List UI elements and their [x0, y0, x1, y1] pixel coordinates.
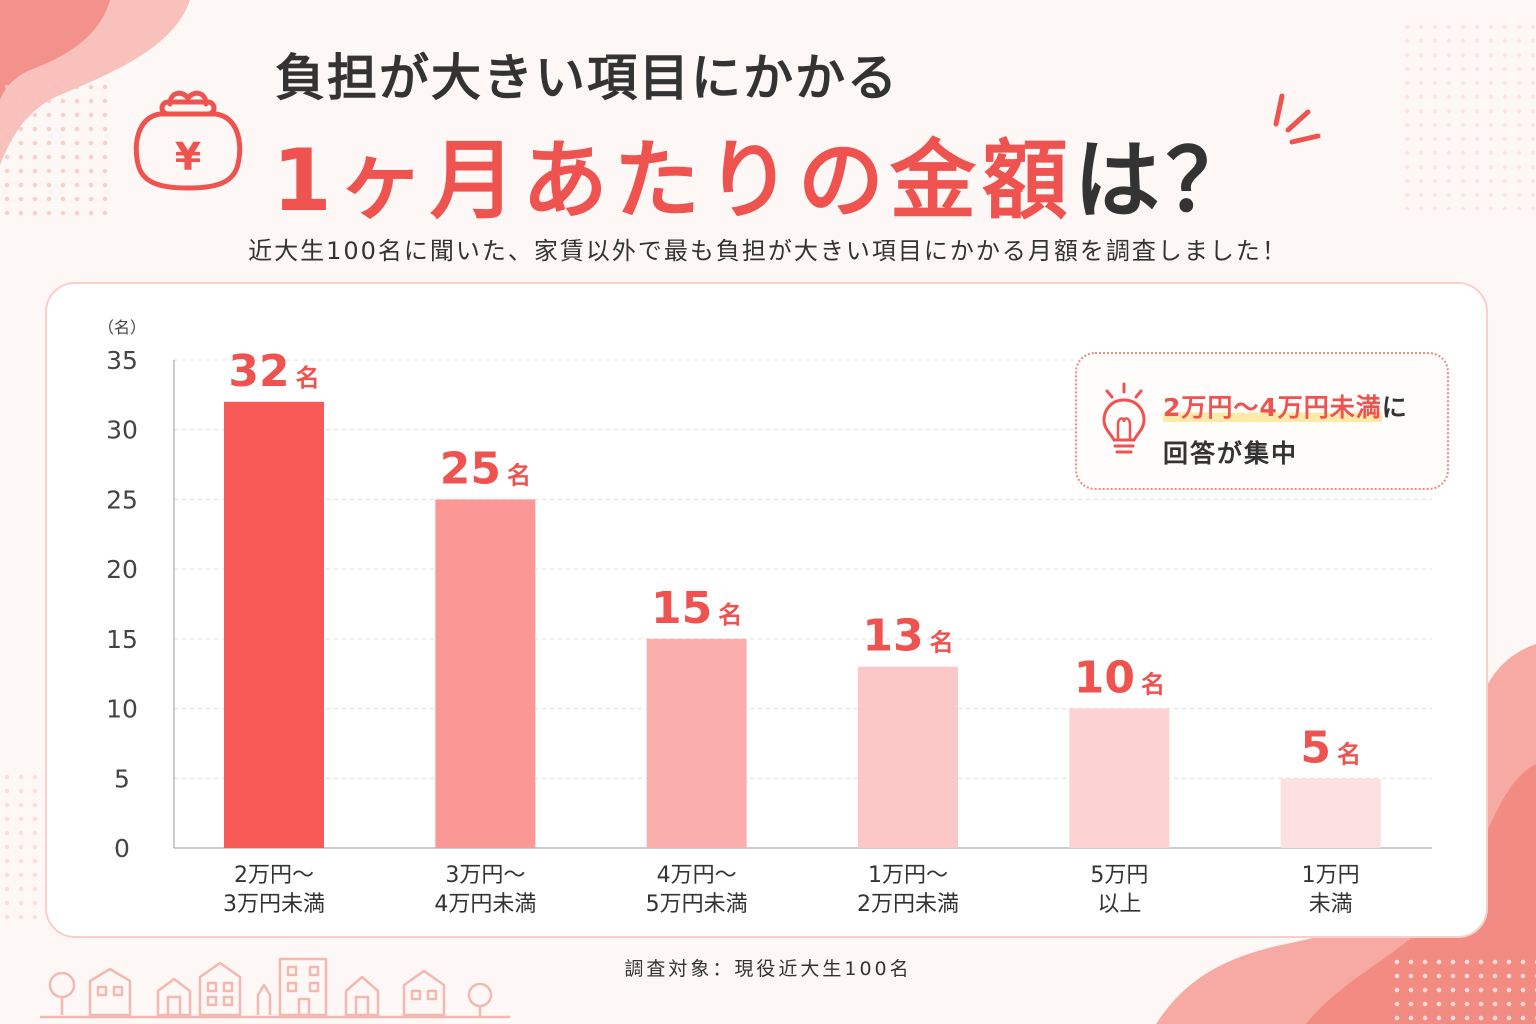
- top-right-dots: [1400, 20, 1536, 210]
- x-tick-label: 2万円〜: [234, 863, 314, 888]
- y-tick-label: 20: [106, 555, 138, 584]
- bar: [435, 499, 536, 848]
- houses-illustration: [40, 957, 510, 1019]
- y-tick-label: 15: [106, 625, 138, 654]
- bar: [1280, 778, 1381, 848]
- data-label: 25 名: [440, 443, 531, 494]
- data-label: 32 名: [228, 346, 319, 397]
- x-tick-label: 以上: [1097, 892, 1141, 917]
- data-label: 15 名: [651, 583, 742, 634]
- title-line1: 負担が大きい項目にかかる: [275, 49, 899, 107]
- callout-line2: 回答が集中: [1163, 439, 1299, 468]
- x-tick-label: 未満: [1309, 892, 1353, 917]
- subtitle: 近大生100名に聞いた、家賃以外で最も負担が大きい項目にかかる月額を調査しました…: [248, 237, 1288, 265]
- title-line2: 1ヶ月あたりの金額は？: [272, 110, 1258, 235]
- footnote: 調査対象：現役近大生100名: [624, 958, 912, 980]
- callout-highlight: 2万円〜4万円未満: [1163, 393, 1382, 422]
- x-tick-label: 4万円〜: [657, 863, 737, 888]
- y-tick-label: 10: [106, 695, 138, 724]
- yen-wallet-icon: ¥: [133, 90, 243, 191]
- x-tick-label: 2万円未満: [857, 892, 959, 917]
- data-label: 13 名: [862, 611, 953, 662]
- data-label: 10 名: [1074, 653, 1165, 704]
- callout-line1: 2万円〜4万円未満に: [1163, 388, 1408, 424]
- bottom-right-dots: [1390, 955, 1536, 1024]
- x-tick-label: 5万円未満: [646, 892, 748, 917]
- x-tick-label: 1万円〜: [868, 863, 948, 888]
- y-tick-label: 35: [106, 346, 138, 375]
- y-tick-label: 30: [106, 416, 138, 445]
- bar: [224, 401, 324, 848]
- bar: [1069, 708, 1170, 848]
- yen-symbol: ¥: [175, 135, 201, 179]
- title-main: 1ヶ月あたりの金額: [272, 131, 1074, 231]
- y-tick-label: 0: [114, 834, 130, 863]
- y-axis-label: （名）: [98, 318, 146, 337]
- x-tick-label: 1万円: [1302, 863, 1360, 888]
- x-tick-label: 4万円未満: [434, 892, 536, 917]
- sparkle-lines-icon: [1273, 93, 1321, 145]
- callout-suffix: に: [1381, 393, 1408, 422]
- bar: [858, 666, 958, 848]
- top-left-dots: [0, 80, 110, 220]
- y-tick-label: 5: [114, 764, 130, 793]
- lightbulb-icon: [1102, 382, 1146, 454]
- title-suffix: は？: [1073, 131, 1258, 231]
- top-left-blob: [0, 0, 190, 165]
- y-tick-label: 25: [106, 485, 138, 514]
- x-tick-label: 3万円〜: [445, 863, 525, 888]
- bar: [646, 638, 747, 848]
- x-tick-label: 3万円未満: [223, 892, 325, 917]
- x-tick-label: 5万円: [1090, 863, 1148, 888]
- callout-box: 2万円〜4万円未満に 回答が集中: [1075, 352, 1449, 490]
